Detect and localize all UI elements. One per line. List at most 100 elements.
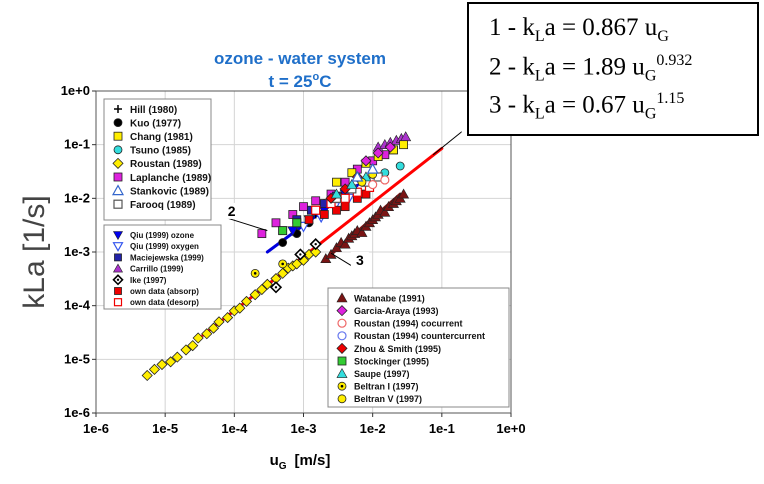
equation-3: 3 - kLa = 0.67 uG1.15	[489, 90, 684, 123]
diamond-marker	[261, 278, 273, 290]
point-roustan-1989	[249, 289, 261, 301]
line-label-bg-2	[222, 202, 241, 219]
legend-marker	[113, 131, 123, 141]
point-kuo-1977	[278, 238, 288, 247]
point-laplanche-1989	[257, 229, 267, 239]
diamond-marker	[384, 141, 396, 153]
point-saupe-1997	[330, 188, 343, 199]
legend-marker	[337, 394, 347, 404]
point-own-data-desorp	[340, 193, 350, 203]
legend-marker	[112, 242, 124, 252]
x-tick-label: 1e-6	[83, 421, 109, 436]
point-laplanche-1989	[311, 196, 321, 206]
eq3-prefix: 3 - k	[489, 91, 535, 119]
diamond-marker	[249, 289, 261, 301]
y-axis-label: kLa [1/s]	[18, 195, 51, 308]
y-tick-label: 1e-2	[64, 190, 90, 205]
triangle-marker	[339, 238, 351, 249]
eq2-mid: a = 1.89 u	[544, 53, 645, 81]
legend-entry-label: Laplanche (1989)	[130, 173, 211, 184]
legend-entry-label: Stockinger (1995)	[354, 356, 429, 366]
y-tick-label: 1e-1	[64, 137, 90, 152]
triangle-marker	[356, 226, 368, 237]
eq1-mid: a = 0.867 u	[544, 14, 658, 41]
square-open-marker	[113, 298, 123, 307]
legend-entry-label: Tsuno (1985)	[130, 146, 191, 157]
diamond-marker	[156, 358, 168, 371]
legend-entry-label: Zhou & Smith (1995)	[354, 344, 441, 354]
diamond-marker	[207, 322, 220, 334]
eq2-sub2: G	[644, 67, 657, 85]
legend-entry-label: Kuo (1977)	[130, 118, 181, 129]
point-ike-1997	[294, 248, 307, 261]
diamond-marker	[277, 267, 289, 279]
point-own-data-absorp	[332, 205, 341, 215]
legend-marker	[337, 331, 347, 341]
legend-marker	[113, 118, 123, 127]
legend-marker	[112, 231, 124, 241]
eq1-sub2: G	[657, 28, 669, 45]
legend-marker	[337, 356, 347, 366]
circle-marker	[113, 145, 123, 155]
point-roustan-1989	[213, 316, 225, 328]
point-watanabe-1991	[379, 206, 391, 217]
point-garcia-araya-1993	[384, 141, 396, 153]
square-marker	[257, 229, 267, 239]
triangle-marker	[336, 367, 348, 378]
point-watanabe-1991	[356, 226, 368, 237]
diamond-marker	[171, 351, 183, 363]
y-tick-label: 1e-3	[64, 244, 90, 259]
legend-marker	[114, 105, 122, 113]
square-open-marker	[311, 205, 321, 215]
legend-marker	[337, 381, 347, 391]
legend-marker	[114, 253, 122, 262]
diamond-marker	[192, 332, 204, 344]
square-marker	[399, 140, 408, 150]
x-axis-label-sub: G	[279, 461, 287, 472]
legend-entry-label: Garcia-Araya (1993)	[354, 306, 439, 316]
data-points	[141, 131, 412, 382]
diamond-marker	[336, 305, 348, 317]
point-ike-1997	[269, 281, 283, 294]
eq2-exponent: 0.932	[656, 52, 693, 69]
line-label-3: 3	[356, 252, 364, 268]
dot-marker	[116, 278, 120, 281]
plus-marker	[114, 105, 122, 113]
equation-1: 1 - kLa = 0.867 uG	[489, 14, 669, 46]
triangle-open-marker	[351, 170, 364, 182]
point-stockinger-1995	[278, 226, 288, 236]
leader-line-2	[223, 216, 268, 232]
triangle-marker	[379, 206, 391, 217]
legend-marker	[111, 184, 125, 196]
triangle-marker	[330, 188, 343, 199]
point-roustan-1994-cocurrent	[368, 180, 378, 190]
legend-entry-label: Beltran I (1997)	[354, 382, 419, 392]
point-own-data-absorp	[340, 202, 350, 212]
fit-line-1	[201, 146, 444, 337]
legend-marker	[113, 199, 123, 209]
eq3-sub2: G	[644, 105, 657, 123]
triangle-down-open-marker	[112, 242, 124, 252]
point-roustan-1989	[234, 302, 246, 314]
x-axis-label: uG [m/s]	[270, 452, 331, 472]
eq3-exponent: 1.15	[656, 90, 685, 107]
diamond-marker	[180, 344, 192, 356]
diamond-marker	[360, 155, 372, 167]
point-roustan-1989	[201, 328, 213, 340]
point-roustan-1989	[180, 344, 192, 356]
y-axis-ticks: 1e-6 1e-5 1e-4 1e-3 1e-2 1e-1 1e+0	[61, 83, 96, 420]
legend-marker	[113, 298, 123, 307]
diamond-marker	[234, 302, 246, 314]
legend-marker	[112, 263, 124, 273]
subtitle-degree: o	[312, 71, 319, 83]
point-garcia-araya-1993	[360, 155, 372, 167]
equations-box: 1 - kLa = 0.867 uG 2 - kLa = 1.89 uG0.93…	[467, 2, 759, 136]
point-beltran-i-1997	[278, 259, 288, 269]
legend-entry-label: Roustan (1989)	[130, 159, 202, 170]
x-axis-ticks: 1e-6 1e-5 1e-4 1e-3 1e-2 1e-1 1e+0	[83, 413, 526, 436]
square-marker	[332, 205, 341, 215]
diamond-marker	[112, 157, 124, 169]
square-marker	[113, 172, 123, 182]
dot-marker	[314, 242, 317, 246]
triangle-marker	[112, 263, 124, 273]
